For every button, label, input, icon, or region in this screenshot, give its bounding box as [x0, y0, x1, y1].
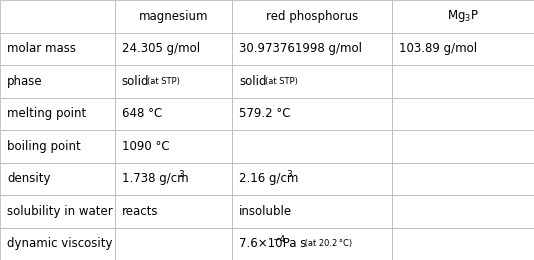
- Text: insoluble: insoluble: [239, 205, 292, 218]
- Bar: [232, 162, 392, 195]
- Text: (at 20.2 °C): (at 20.2 °C): [302, 239, 352, 248]
- Bar: [115, 195, 232, 228]
- Text: solubility in water: solubility in water: [7, 205, 113, 218]
- Text: 30.973761998 g/mol: 30.973761998 g/mol: [239, 42, 362, 55]
- Text: 3: 3: [178, 170, 184, 179]
- Text: 1.738 g/cm: 1.738 g/cm: [122, 172, 189, 185]
- Bar: [0, 98, 115, 130]
- Bar: [232, 65, 392, 98]
- Bar: [115, 65, 232, 98]
- Bar: [115, 98, 232, 130]
- Bar: [232, 228, 392, 260]
- Bar: [0, 32, 115, 65]
- Bar: [0, 130, 115, 162]
- Bar: [0, 195, 115, 228]
- Bar: [0, 228, 115, 260]
- Text: reacts: reacts: [122, 205, 158, 218]
- Text: (at STP): (at STP): [265, 77, 298, 86]
- Text: solid: solid: [239, 75, 266, 88]
- Text: −4: −4: [272, 235, 286, 244]
- Bar: [115, 32, 232, 65]
- Bar: [115, 162, 232, 195]
- Text: 24.305 g/mol: 24.305 g/mol: [122, 42, 200, 55]
- Bar: [232, 130, 392, 162]
- Bar: [232, 195, 392, 228]
- Text: 648 °C: 648 °C: [122, 107, 162, 120]
- Bar: [232, 98, 392, 130]
- Bar: [392, 98, 534, 130]
- Bar: [232, 32, 392, 65]
- Text: 3: 3: [286, 170, 292, 179]
- Text: dynamic viscosity: dynamic viscosity: [7, 237, 113, 250]
- Text: density: density: [7, 172, 50, 185]
- Bar: [115, 228, 232, 260]
- Bar: [115, 0, 232, 32]
- Text: melting point: melting point: [7, 107, 86, 120]
- Text: phase: phase: [7, 75, 43, 88]
- Text: magnesium: magnesium: [139, 10, 208, 23]
- Bar: [392, 195, 534, 228]
- Text: red phosphorus: red phosphorus: [266, 10, 358, 23]
- Text: solid: solid: [122, 75, 149, 88]
- Text: Mg$_3$P: Mg$_3$P: [447, 8, 479, 24]
- Bar: [392, 130, 534, 162]
- Bar: [0, 0, 115, 32]
- Bar: [0, 162, 115, 195]
- Text: (at STP): (at STP): [147, 77, 180, 86]
- Bar: [392, 162, 534, 195]
- Text: 2.16 g/cm: 2.16 g/cm: [239, 172, 299, 185]
- Text: molar mass: molar mass: [7, 42, 76, 55]
- Text: 103.89 g/mol: 103.89 g/mol: [399, 42, 477, 55]
- Bar: [392, 0, 534, 32]
- Bar: [115, 130, 232, 162]
- Text: Pa s: Pa s: [279, 237, 307, 250]
- Bar: [392, 65, 534, 98]
- Bar: [232, 0, 392, 32]
- Text: 7.6×10: 7.6×10: [239, 237, 282, 250]
- Text: boiling point: boiling point: [7, 140, 81, 153]
- Bar: [0, 65, 115, 98]
- Text: 1090 °C: 1090 °C: [122, 140, 169, 153]
- Bar: [392, 32, 534, 65]
- Bar: [392, 228, 534, 260]
- Text: 579.2 °C: 579.2 °C: [239, 107, 290, 120]
